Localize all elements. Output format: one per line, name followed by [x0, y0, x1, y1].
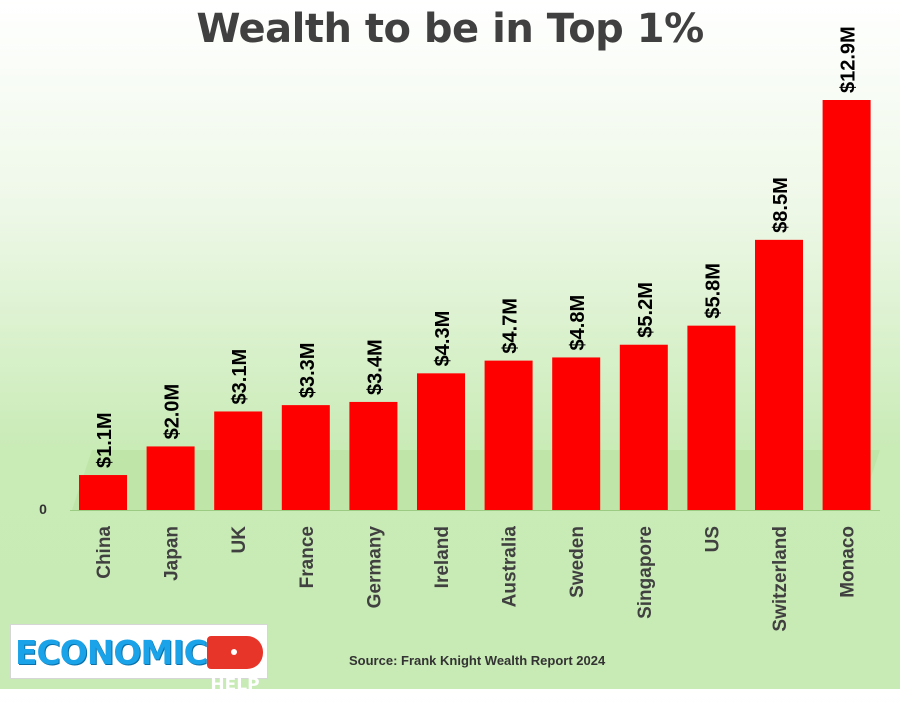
x-tick-label: Japan [162, 526, 183, 581]
x-tick-label: Ireland [432, 526, 453, 588]
data-label: $1.1M [94, 412, 116, 468]
x-tick-label: China [94, 526, 115, 579]
y-tick-label: 0 [39, 501, 47, 517]
logo-wordmark: ECONOMICS [15, 633, 231, 672]
bar-sweden [552, 357, 601, 510]
bar-japan [146, 446, 195, 510]
bar-us [687, 325, 736, 510]
x-tick-label: Singapore [635, 526, 656, 619]
data-label: $4.3M [432, 311, 454, 367]
economics-help-logo: ECONOMICS HELP [10, 624, 268, 695]
bar-uk [214, 411, 263, 510]
data-label: $12.9M [838, 26, 860, 93]
chart-floor [72, 450, 880, 510]
x-tick-label: UK [229, 526, 250, 554]
data-label: $4.8M [567, 295, 589, 351]
bar-switzerland [755, 239, 803, 510]
data-label: $8.5M [770, 177, 792, 233]
x-tick-label: Germany [364, 526, 385, 609]
data-label: $3.4M [364, 339, 386, 395]
data-label: $3.1M [229, 349, 251, 405]
logo-tag-label: HELP [210, 675, 260, 695]
data-label: $3.3M [297, 343, 319, 399]
x-tick-label: France [297, 526, 318, 588]
data-label: $5.8M [702, 263, 724, 319]
logo-dot-icon [230, 649, 237, 655]
x-tick-label: Monaco [838, 526, 859, 598]
x-tick-label: Australia [500, 526, 521, 608]
data-label: $2.0M [162, 384, 184, 440]
bar-china [79, 475, 127, 510]
source-note: Source: Frank Knight Wealth Report 2024 [349, 653, 606, 668]
data-label: $4.7M [500, 298, 522, 354]
bar-france [281, 405, 330, 510]
data-label: $5.2M [635, 282, 657, 338]
x-tick-label: US [702, 526, 723, 552]
chart-title: Wealth to be in Top 1% [196, 6, 704, 52]
x-tick-label: Switzerland [770, 526, 791, 632]
bar-monaco [822, 100, 871, 510]
bar-singapore [619, 344, 668, 510]
bar-germany [349, 401, 398, 510]
bar-australia [484, 360, 533, 510]
logo-tag: HELP [207, 636, 263, 695]
bar-ireland [417, 373, 465, 510]
x-tick-label: Sweden [567, 526, 588, 598]
